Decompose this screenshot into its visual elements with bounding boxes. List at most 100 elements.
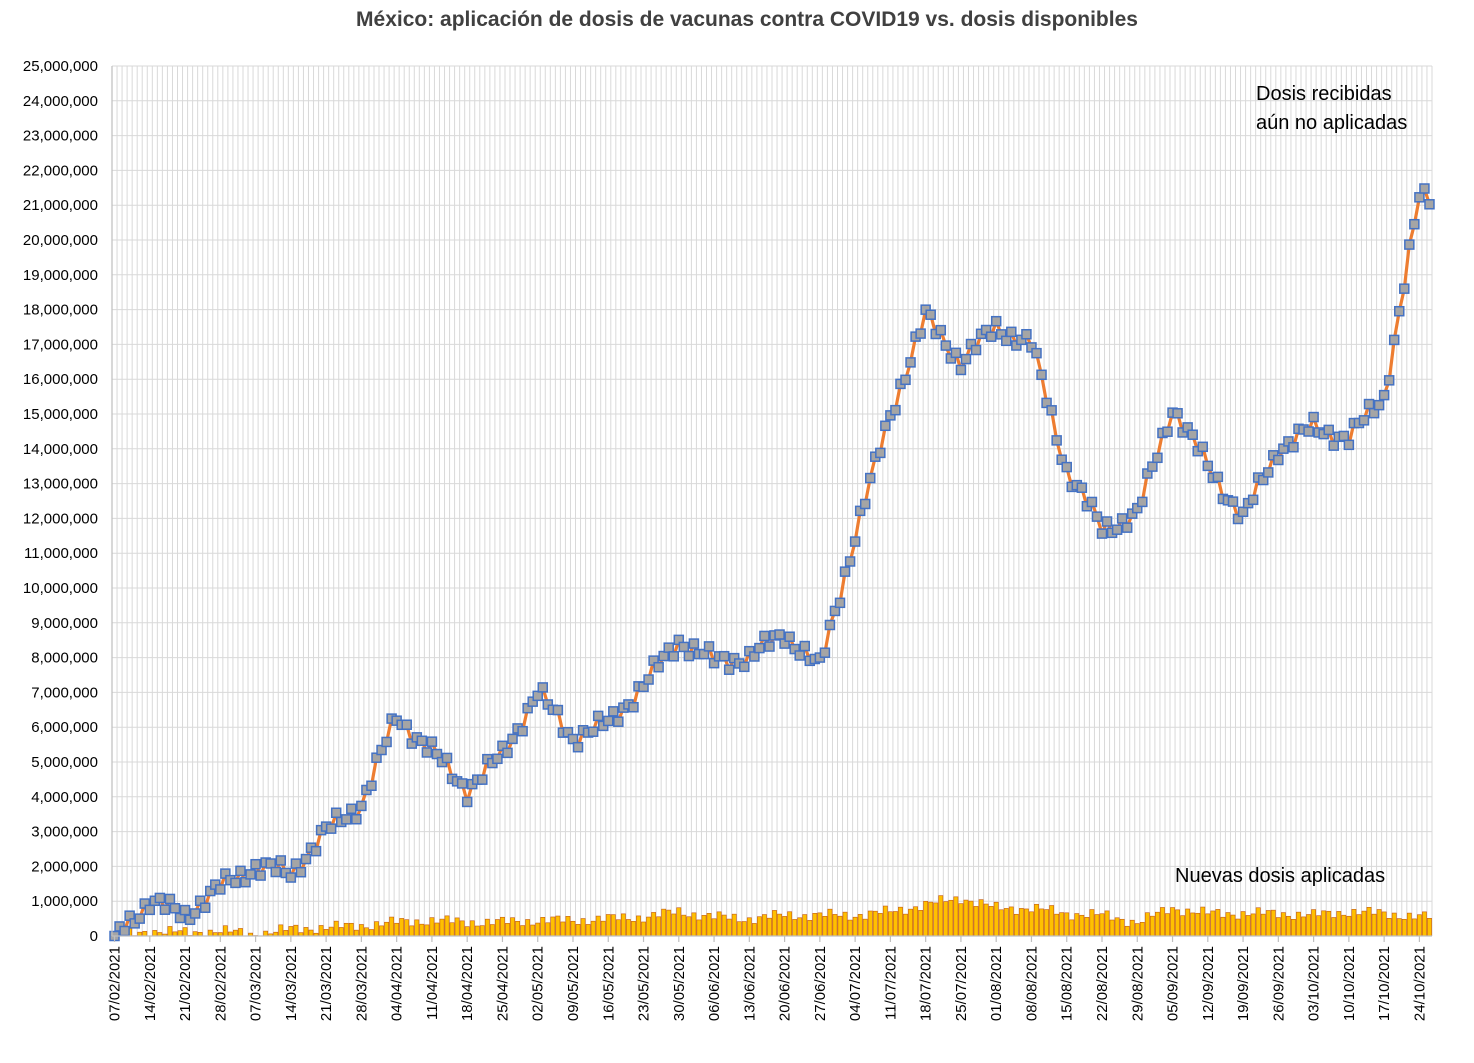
bar (349, 923, 353, 936)
line-marker (1103, 517, 1112, 526)
x-tick-label: 23/05/2021 (636, 946, 653, 1021)
bar (460, 921, 464, 936)
line-marker (1410, 220, 1419, 229)
bar (1402, 919, 1406, 936)
bar (223, 926, 227, 936)
chart-title: México: aplicación de dosis de vacunas c… (356, 8, 1138, 31)
line-marker (755, 644, 764, 653)
bar (374, 922, 378, 936)
bar (1105, 911, 1109, 936)
bar (515, 921, 519, 936)
bar (712, 919, 716, 936)
y-tick-label: 16,000,000 (23, 371, 98, 388)
bar (1412, 919, 1416, 936)
line-marker (1032, 349, 1041, 358)
bar (1291, 919, 1295, 936)
x-tick-label: 27/06/2021 (812, 946, 829, 1021)
line-marker (750, 652, 759, 661)
bar (722, 915, 726, 936)
line-marker (1113, 525, 1122, 534)
bar (1155, 912, 1159, 936)
line-marker (332, 808, 341, 817)
bar (1024, 909, 1028, 936)
x-tick-label: 13/06/2021 (741, 946, 758, 1021)
bar (868, 911, 872, 936)
line-marker (533, 691, 542, 700)
bar (541, 917, 545, 936)
line-marker (765, 642, 774, 651)
bar (903, 914, 907, 936)
line-marker (941, 341, 950, 350)
line-marker (961, 355, 970, 364)
bar (1377, 909, 1381, 936)
bar (505, 923, 509, 936)
bar (1175, 910, 1179, 936)
bar (1251, 914, 1255, 936)
bar (571, 921, 575, 936)
bar (929, 902, 933, 936)
bar (329, 927, 333, 936)
bar (636, 916, 640, 936)
bar (480, 926, 484, 936)
y-tick-label: 15,000,000 (23, 406, 98, 423)
bar (662, 909, 666, 936)
bar (1135, 924, 1139, 936)
bar (641, 922, 645, 936)
y-tick-label: 11,000,000 (24, 545, 98, 562)
bar (364, 928, 368, 936)
bar (717, 912, 721, 936)
bar (490, 925, 494, 936)
line-marker (951, 348, 960, 357)
line-marker (367, 781, 376, 790)
bar (883, 906, 887, 936)
line-marker (402, 720, 411, 729)
bar (1296, 912, 1300, 936)
line-marker (1239, 507, 1248, 516)
bar (1322, 911, 1326, 936)
bar (601, 921, 605, 936)
line-marker (594, 711, 603, 720)
bar (384, 922, 388, 936)
bar (531, 925, 535, 936)
bar (279, 925, 283, 936)
x-tick-label: 09/05/2021 (565, 946, 582, 1021)
x-tick-label: 02/05/2021 (530, 946, 547, 1021)
bar (878, 913, 882, 936)
line-marker (135, 914, 144, 923)
line-marker (352, 815, 361, 824)
bar (672, 914, 676, 936)
bar (435, 923, 439, 936)
line-marker (820, 648, 829, 657)
line-marker (906, 358, 915, 367)
x-tick-label: 24/10/2021 (1411, 946, 1428, 1021)
line-marker (916, 329, 925, 338)
y-tick-label: 3,000,000 (31, 824, 98, 841)
bar (1034, 904, 1038, 936)
bar (1367, 907, 1371, 936)
bar (838, 916, 842, 936)
bar (984, 904, 988, 936)
bar (450, 923, 454, 936)
line-marker (493, 754, 502, 763)
annotation-aun-no-aplicadas: aún no aplicadas (1256, 112, 1407, 134)
bar (1014, 914, 1018, 936)
bar (818, 913, 822, 936)
line-marker (1274, 455, 1283, 464)
line-marker (478, 775, 487, 784)
line-marker (1400, 284, 1409, 293)
line-marker (574, 743, 583, 752)
x-tick-label: 25/04/2021 (494, 946, 511, 1021)
bar (1039, 909, 1043, 936)
line-marker (201, 903, 210, 912)
bar (813, 913, 817, 936)
line-marker (1098, 529, 1107, 538)
line-marker (120, 927, 129, 936)
line-marker (644, 675, 653, 684)
bar (420, 924, 424, 936)
bar (344, 923, 348, 936)
line-marker (508, 734, 517, 743)
line-marker (659, 652, 668, 661)
line-marker (679, 642, 688, 651)
annotation-nuevas-dosis: Nuevas dosis aplicadas (1175, 865, 1385, 887)
